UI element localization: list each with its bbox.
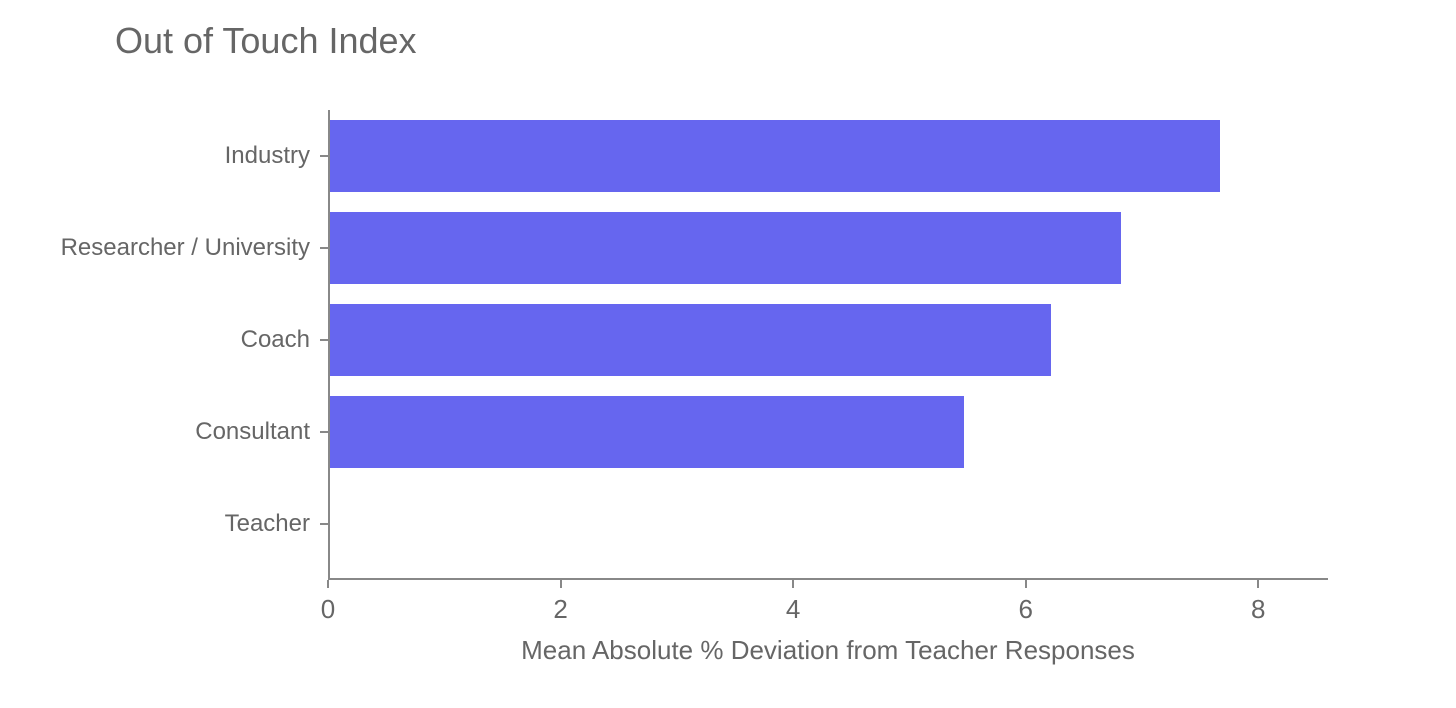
x-tick-mark: [560, 580, 562, 588]
x-axis-line: [328, 578, 1328, 580]
x-tick-label: 0: [321, 594, 335, 625]
x-tick-label: 2: [553, 594, 567, 625]
bar: [330, 120, 1220, 192]
y-tick-mark: [320, 523, 328, 525]
bar: [330, 212, 1121, 284]
y-tick-mark: [320, 339, 328, 341]
x-tick-mark: [1025, 580, 1027, 588]
y-tick-label: Industry: [225, 142, 310, 170]
x-tick-mark: [1257, 580, 1259, 588]
x-tick-mark: [792, 580, 794, 588]
y-tick-label: Consultant: [195, 418, 310, 446]
bar: [330, 304, 1051, 376]
y-tick-mark: [320, 155, 328, 157]
y-tick-label: Teacher: [225, 510, 310, 538]
x-tick-label: 4: [786, 594, 800, 625]
y-tick-label: Researcher / University: [61, 234, 310, 262]
chart-title: Out of Touch Index: [115, 20, 417, 62]
x-tick-label: 6: [1018, 594, 1032, 625]
x-axis-label: Mean Absolute % Deviation from Teacher R…: [521, 635, 1135, 666]
x-tick-mark: [327, 580, 329, 588]
y-tick-label: Coach: [241, 326, 310, 354]
chart-container: Out of Touch Index Mean Absolute % Devia…: [0, 0, 1456, 708]
x-tick-label: 8: [1251, 594, 1265, 625]
bar: [330, 396, 964, 468]
plot-area: Mean Absolute % Deviation from Teacher R…: [328, 110, 1328, 580]
y-tick-mark: [320, 431, 328, 433]
y-tick-mark: [320, 247, 328, 249]
